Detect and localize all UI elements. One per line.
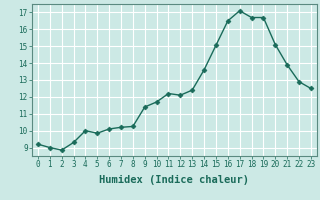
X-axis label: Humidex (Indice chaleur): Humidex (Indice chaleur) xyxy=(100,175,249,185)
